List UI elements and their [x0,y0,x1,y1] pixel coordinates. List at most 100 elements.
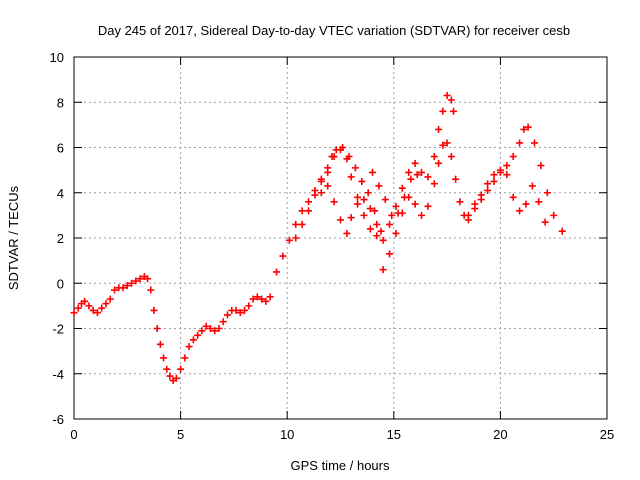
data-point [373,220,381,228]
data-point [430,180,438,188]
data-point [153,325,161,332]
data-point [147,286,155,294]
data-point [285,236,293,244]
y-axis-label: SDTVAR / TECUs [6,185,21,290]
data-point [262,297,270,305]
data-point [550,211,558,219]
data-point [292,220,300,228]
data-point [537,162,545,170]
data-point [443,91,451,99]
x-tick-label: 20 [493,427,507,442]
series-arc-5 [379,139,472,274]
data-point [249,295,257,303]
data-point [347,173,355,181]
data-point [298,220,306,228]
data-point [163,365,171,373]
data-point [232,306,240,314]
data-point [477,191,485,199]
data-point [464,211,472,219]
data-point [449,107,457,115]
data-point [413,171,421,179]
data-point [305,198,313,206]
data-point [398,184,406,192]
series-arc-4 [317,146,381,240]
y-tick-label: 8 [57,95,64,110]
series-arc-7 [464,123,566,235]
data-point [343,155,351,163]
data-point [392,229,400,237]
data-point [211,327,219,335]
data-point [447,96,455,104]
series-arc-3 [292,177,387,244]
data-point [516,207,524,215]
data-point [343,229,351,237]
data-point [111,286,119,294]
data-point [496,166,504,174]
data-point [509,193,517,201]
data-point [330,153,338,161]
data-point [484,180,492,188]
y-tick-label: 0 [57,276,64,291]
y-tick-label: -2 [52,322,64,337]
data-point [337,216,344,224]
data-point [471,200,479,208]
data-point [317,177,325,185]
data-point [74,304,82,312]
chart-title: Day 245 of 2017, Sidereal Day-to-day VTE… [98,23,570,38]
data-point [543,189,551,197]
data-point [119,284,127,292]
data-point [305,207,313,215]
data-point [509,153,517,161]
x-tick-label: 10 [280,427,294,442]
data-point [85,302,93,310]
data-point [490,177,498,185]
data-point [443,139,451,147]
data-point [424,202,432,210]
data-point [132,277,140,285]
data-point [156,340,164,348]
data-point [324,168,332,176]
data-point [366,225,374,233]
data-point [236,309,244,317]
series-arc-6 [386,91,457,228]
data-point [524,123,532,131]
data-point [245,302,253,310]
data-point [503,171,511,179]
data-point [490,171,498,179]
data-point [241,306,249,314]
data-point [366,205,374,213]
data-point [377,227,385,235]
data-point [522,200,530,208]
data-point [258,295,266,303]
x-tick-label: 0 [70,427,77,442]
data-point [347,214,355,222]
data-point [456,198,464,206]
y-tick-label: 4 [57,186,64,201]
data-point [418,168,426,176]
data-point [405,168,413,176]
data-point [358,177,366,185]
data-point [424,173,432,181]
series-arc-2 [273,144,385,276]
data-point [386,220,394,228]
data-point [189,336,197,344]
y-tick-label: 10 [50,50,64,65]
data-point [439,107,447,115]
data-point [98,304,106,312]
data-point [411,159,419,167]
data-point [292,234,300,242]
data-point [81,297,89,305]
data-point [388,211,396,219]
data-point [93,309,101,317]
data-point [324,182,332,190]
data-point [394,209,402,217]
data-point [368,168,376,176]
x-tick-label: 25 [600,427,614,442]
data-point [400,193,408,201]
data-point [181,354,189,362]
data-point [279,252,287,260]
data-point [439,141,447,149]
data-point [360,211,368,219]
data-point [386,250,394,258]
